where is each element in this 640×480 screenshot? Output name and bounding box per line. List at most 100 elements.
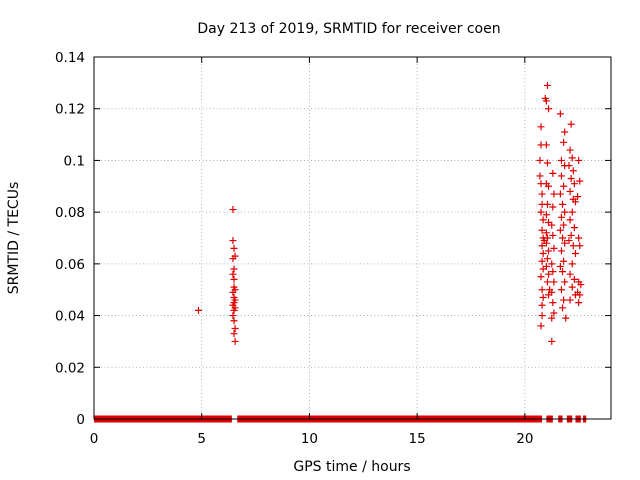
data-point bbox=[543, 255, 551, 263]
data-point bbox=[574, 193, 582, 201]
data-point bbox=[536, 172, 544, 180]
data-point bbox=[577, 281, 585, 289]
data-point bbox=[538, 226, 546, 234]
data-point bbox=[549, 169, 557, 177]
data-point bbox=[576, 242, 584, 250]
data-points bbox=[194, 81, 585, 345]
data-point bbox=[550, 190, 558, 198]
data-point bbox=[562, 314, 570, 322]
data-point bbox=[538, 257, 546, 265]
data-point bbox=[231, 325, 239, 332]
axis-ticks bbox=[93, 56, 611, 420]
data-point bbox=[229, 312, 237, 320]
data-point bbox=[229, 237, 237, 245]
data-point bbox=[550, 244, 558, 252]
data-point bbox=[568, 260, 576, 268]
data-point bbox=[560, 182, 568, 190]
data-point bbox=[571, 198, 579, 206]
data-point bbox=[545, 182, 553, 190]
data-point bbox=[230, 317, 238, 325]
data-point bbox=[560, 221, 568, 229]
data-point bbox=[548, 314, 556, 322]
data-point bbox=[570, 224, 578, 232]
data-point bbox=[542, 211, 550, 219]
data-point bbox=[194, 306, 202, 314]
data-point bbox=[537, 273, 545, 281]
data-point bbox=[565, 162, 573, 170]
y-tick-label: 0.1 bbox=[64, 153, 85, 169]
data-point bbox=[538, 312, 546, 320]
data-point bbox=[567, 120, 575, 128]
data-point bbox=[560, 257, 568, 265]
x-tick-label: 20 bbox=[516, 431, 533, 447]
data-point bbox=[560, 138, 568, 146]
data-point bbox=[230, 306, 238, 314]
data-point bbox=[550, 278, 558, 286]
data-point bbox=[230, 265, 238, 273]
x-tick-label: 10 bbox=[301, 431, 318, 447]
y-tick-label: 0.08 bbox=[55, 205, 85, 221]
data-point bbox=[566, 270, 574, 278]
data-point bbox=[566, 146, 574, 154]
data-point bbox=[560, 296, 568, 304]
y-tick-label: 0.12 bbox=[55, 102, 85, 118]
data-point bbox=[537, 208, 545, 216]
data-point bbox=[549, 203, 557, 211]
y-axis-label: SRMTID / TECUs bbox=[6, 182, 22, 295]
data-point bbox=[230, 330, 238, 338]
data-point bbox=[568, 208, 576, 216]
data-point bbox=[231, 252, 239, 260]
data-point bbox=[543, 159, 551, 167]
data-point bbox=[539, 250, 547, 258]
data-point bbox=[557, 213, 565, 221]
data-point bbox=[537, 322, 545, 330]
data-point bbox=[542, 229, 550, 237]
data-point bbox=[567, 175, 575, 183]
data-point bbox=[559, 234, 567, 242]
data-point bbox=[567, 231, 575, 239]
data-point bbox=[569, 167, 577, 175]
data-point bbox=[230, 244, 238, 252]
chart-title: Day 213 of 2019, SRMTID for receiver coe… bbox=[197, 21, 500, 37]
data-point bbox=[576, 291, 584, 299]
x-tick-label: 0 bbox=[90, 431, 99, 447]
data-point bbox=[561, 128, 569, 136]
data-point bbox=[568, 283, 576, 291]
data-point bbox=[542, 97, 550, 105]
data-point bbox=[565, 237, 573, 245]
data-point bbox=[559, 304, 567, 312]
data-point bbox=[566, 216, 574, 224]
x-tick-label: 5 bbox=[197, 431, 206, 447]
data-point bbox=[538, 301, 546, 309]
y-tick-label: 0.04 bbox=[55, 309, 85, 325]
data-point bbox=[561, 208, 569, 216]
data-point bbox=[230, 275, 238, 283]
data-point bbox=[570, 275, 578, 283]
data-point bbox=[556, 262, 564, 270]
data-point bbox=[543, 234, 551, 242]
data-point bbox=[545, 247, 553, 255]
data-point bbox=[538, 190, 546, 198]
data-point bbox=[542, 239, 550, 247]
data-point bbox=[570, 180, 578, 188]
data-point bbox=[569, 242, 577, 250]
data-point bbox=[542, 262, 550, 270]
data-point bbox=[548, 221, 556, 229]
data-point bbox=[557, 247, 565, 255]
data-point bbox=[568, 154, 576, 162]
data-point bbox=[549, 231, 557, 239]
data-point bbox=[571, 250, 579, 258]
data-point bbox=[539, 216, 547, 224]
data-point bbox=[548, 260, 556, 268]
y-tick-label: 0.06 bbox=[55, 257, 85, 273]
data-point bbox=[556, 226, 564, 234]
data-point bbox=[559, 200, 567, 208]
data-point bbox=[556, 110, 564, 118]
data-point bbox=[557, 156, 565, 164]
data-point bbox=[229, 206, 237, 214]
data-point bbox=[536, 156, 544, 164]
y-tick-label: 0 bbox=[76, 412, 85, 428]
y-tick-label: 0.02 bbox=[55, 360, 85, 376]
grid bbox=[94, 57, 611, 419]
